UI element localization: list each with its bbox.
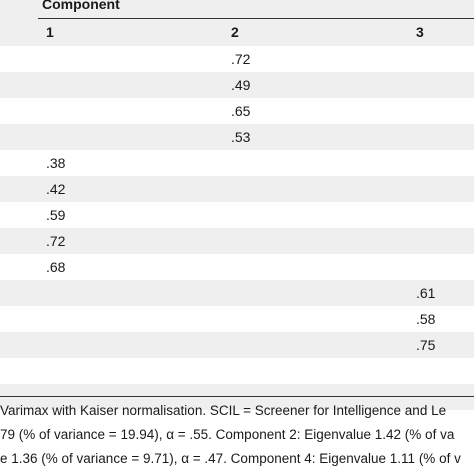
table-row: .65: [0, 98, 474, 124]
loading-cell-col-2: .49: [231, 77, 251, 93]
table-header: Component 1 2 3: [0, 0, 474, 46]
table-row: .53: [0, 124, 474, 150]
table-footnote: Varimax with Kaiser normalisation. SCIL …: [0, 400, 474, 474]
table-row: .72: [0, 46, 474, 72]
table-row: .68: [0, 254, 474, 280]
loading-cell-col-1: .68: [46, 259, 66, 275]
component-heading: Component: [42, 0, 120, 12]
table-row: .75: [0, 332, 474, 358]
loading-cell-col-1: .42: [46, 181, 66, 197]
table-row: .72: [0, 228, 474, 254]
column-header-3: 3: [416, 24, 424, 40]
loading-cell-col-1: .72: [46, 233, 66, 249]
table-row: .38: [0, 150, 474, 176]
loading-cell-col-1: .38: [46, 155, 66, 171]
loading-cell-col-3: .75: [416, 337, 436, 353]
loading-cell-col-2: .65: [231, 103, 251, 119]
footnote-line-1: Varimax with Kaiser normalisation. SCIL …: [0, 403, 447, 418]
table-row: .58: [0, 306, 474, 332]
footnote-line-3: e 1.36 (% of variance = 9.71), α = .47. …: [0, 451, 461, 466]
loading-cell-col-3: .58: [416, 311, 436, 327]
footnote-line-2: 79 (% of variance = 19.94), α = .55. Com…: [0, 427, 455, 442]
column-header-1: 1: [46, 24, 54, 40]
loading-cell-col-3: .61: [416, 285, 436, 301]
table-row: .42: [0, 176, 474, 202]
table-bottom-rule: [0, 396, 474, 397]
table-row: [0, 358, 474, 384]
loading-cell-col-2: .72: [231, 51, 251, 67]
table-body: .72 .49 .65 .53 .38 .42 .59 .72 .68 .61 .58 .75: [0, 46, 474, 410]
loading-cell-col-2: .53: [231, 129, 251, 145]
loading-cell-col-1: .59: [46, 207, 66, 223]
table-row: .61: [0, 280, 474, 306]
table-row: .49: [0, 72, 474, 98]
column-header-2: 2: [231, 24, 239, 40]
table-row: [0, 384, 474, 410]
component-heading-rule: [38, 18, 474, 19]
table-row: .59: [0, 202, 474, 228]
